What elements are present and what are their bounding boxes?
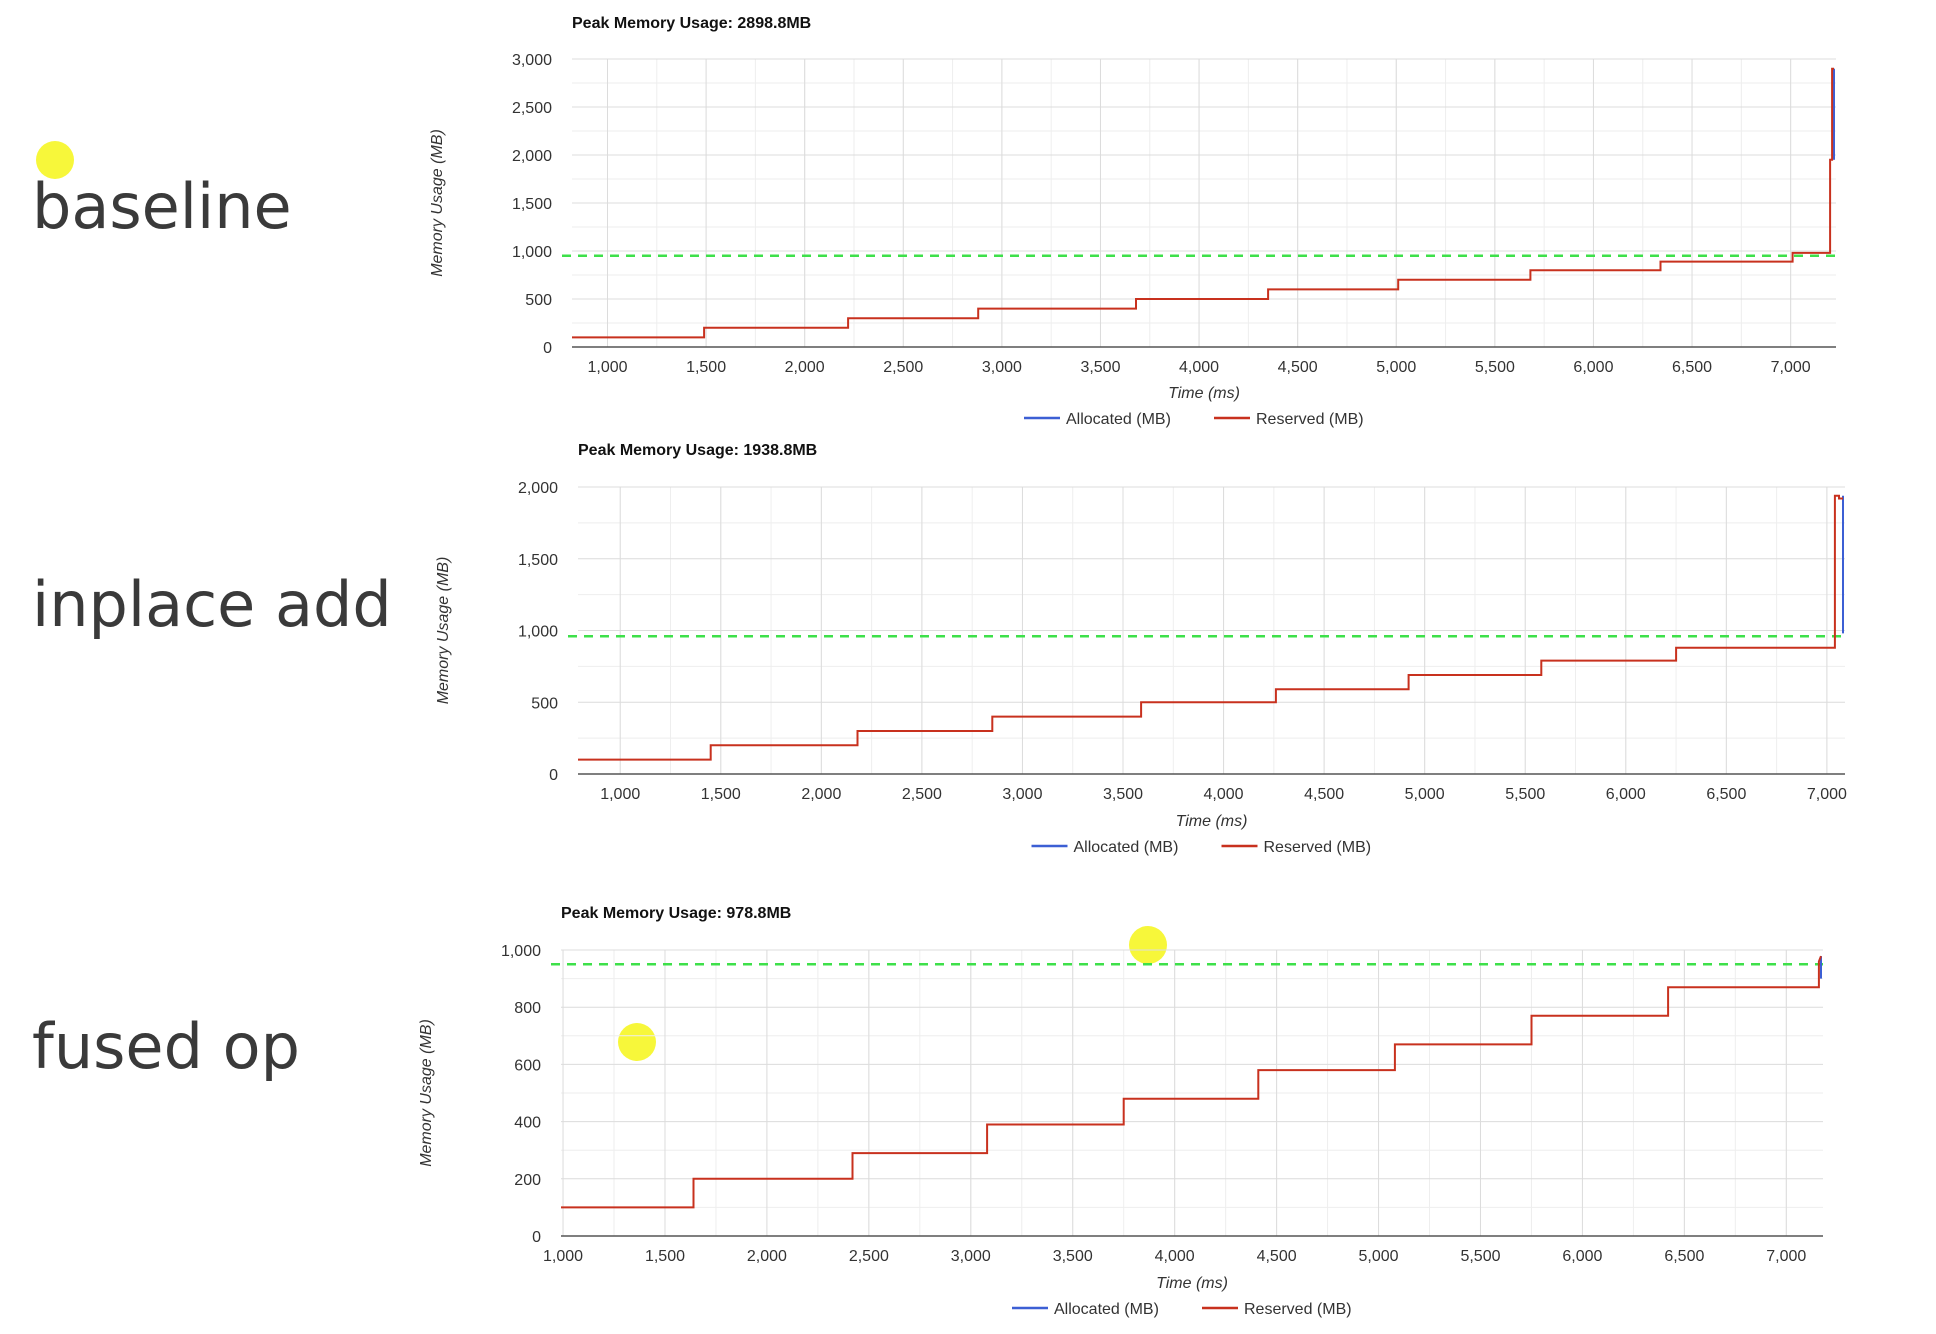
x-tick-label: 6,000 (1573, 359, 1613, 376)
y-tick-label: 3,000 (512, 52, 552, 69)
x-tick-label: 1,000 (543, 1248, 583, 1265)
x-tick-label: 6,500 (1664, 1248, 1704, 1265)
series-line-reserved (572, 67, 1834, 339)
x-tick-label: 5,500 (1505, 786, 1545, 803)
y-tick-label: 1,000 (512, 244, 552, 261)
y-tick-label: 1,500 (518, 552, 558, 569)
x-tick-label: 5,500 (1475, 359, 1515, 376)
chart-title: Peak Memory Usage: 978.8MB (561, 905, 791, 922)
x-tick-label: 3,000 (982, 359, 1022, 376)
series-line-reserved (578, 494, 1843, 761)
x-tick-label: 3,500 (1053, 1248, 1093, 1265)
legend-label-allocated: Allocated (MB) (1066, 411, 1171, 428)
y-tick-label: 2,000 (518, 480, 558, 497)
series-line-reserved (561, 955, 1822, 1209)
y-tick-label: 0 (543, 340, 552, 357)
x-tick-label: 6,500 (1706, 786, 1746, 803)
x-tick-label: 2,000 (747, 1248, 787, 1265)
x-tick-label: 6,000 (1562, 1248, 1602, 1265)
x-tick-label: 3,500 (1103, 786, 1143, 803)
x-tick-label: 3,000 (951, 1248, 991, 1265)
y-axis-label: Memory Usage (MB) (429, 129, 446, 277)
legend-label-allocated: Allocated (MB) (1074, 839, 1179, 856)
x-tick-label: 4,500 (1278, 359, 1318, 376)
x-tick-label: 1,500 (686, 359, 726, 376)
x-tick-label: 4,500 (1304, 786, 1344, 803)
x-tick-label: 7,000 (1766, 1248, 1806, 1265)
x-tick-label: 2,500 (849, 1248, 889, 1265)
y-tick-label: 200 (514, 1172, 541, 1189)
x-tick-label: 5,000 (1376, 359, 1416, 376)
y-axis-label: Memory Usage (MB) (418, 1019, 435, 1167)
legend-label-reserved: Reserved (MB) (1244, 1301, 1352, 1318)
y-axis-label: Memory Usage (MB) (435, 557, 452, 705)
x-tick-label: 4,000 (1204, 786, 1244, 803)
x-tick-label: 1,000 (587, 359, 627, 376)
x-tick-label: 3,000 (1002, 786, 1042, 803)
y-tick-label: 2,500 (512, 100, 552, 117)
cursor-highlight-dot (618, 1023, 656, 1061)
legend-label-reserved: Reserved (MB) (1256, 411, 1364, 428)
x-tick-label: 4,500 (1257, 1248, 1297, 1265)
chart-title: Peak Memory Usage: 2898.8MB (572, 15, 811, 32)
x-tick-label: 3,500 (1080, 359, 1120, 376)
y-tick-label: 500 (525, 292, 552, 309)
x-tick-label: 2,500 (902, 786, 942, 803)
chart-title: Peak Memory Usage: 1938.8MB (578, 442, 817, 459)
y-tick-label: 0 (549, 767, 558, 784)
x-tick-label: 7,000 (1807, 786, 1847, 803)
x-tick-label: 2,500 (883, 359, 923, 376)
legend-label-allocated: Allocated (MB) (1054, 1301, 1159, 1318)
x-tick-label: 1,500 (645, 1248, 685, 1265)
y-tick-label: 0 (532, 1229, 541, 1246)
x-axis-label: Time (ms) (1168, 385, 1240, 402)
row-label-inplace-add: inplace add (32, 568, 392, 641)
y-tick-label: 2,000 (512, 148, 552, 165)
x-tick-label: 2,000 (801, 786, 841, 803)
legend-label-reserved: Reserved (MB) (1264, 839, 1372, 856)
x-tick-label: 6,500 (1672, 359, 1712, 376)
x-tick-label: 1,000 (600, 786, 640, 803)
row-label-fused-op: fused op (32, 1010, 300, 1083)
x-axis-label: Time (ms) (1156, 1275, 1228, 1292)
x-tick-label: 1,500 (701, 786, 741, 803)
y-tick-label: 400 (514, 1115, 541, 1132)
y-tick-label: 1,000 (501, 943, 541, 960)
x-tick-label: 4,000 (1179, 359, 1219, 376)
y-tick-label: 800 (514, 1000, 541, 1017)
row-label-baseline: baseline (32, 170, 292, 243)
x-tick-label: 7,000 (1771, 359, 1811, 376)
y-tick-label: 500 (531, 695, 558, 712)
x-tick-label: 2,000 (785, 359, 825, 376)
x-tick-label: 5,500 (1460, 1248, 1500, 1265)
x-tick-label: 5,000 (1359, 1248, 1399, 1265)
x-tick-label: 4,000 (1155, 1248, 1195, 1265)
cursor-highlight-dot (1129, 926, 1167, 964)
x-tick-label: 5,000 (1405, 786, 1445, 803)
x-axis-label: Time (ms) (1176, 813, 1248, 830)
cursor-highlight-dot (36, 141, 74, 179)
y-tick-label: 1,500 (512, 196, 552, 213)
y-tick-label: 1,000 (518, 624, 558, 641)
x-tick-label: 6,000 (1606, 786, 1646, 803)
y-tick-label: 600 (514, 1057, 541, 1074)
